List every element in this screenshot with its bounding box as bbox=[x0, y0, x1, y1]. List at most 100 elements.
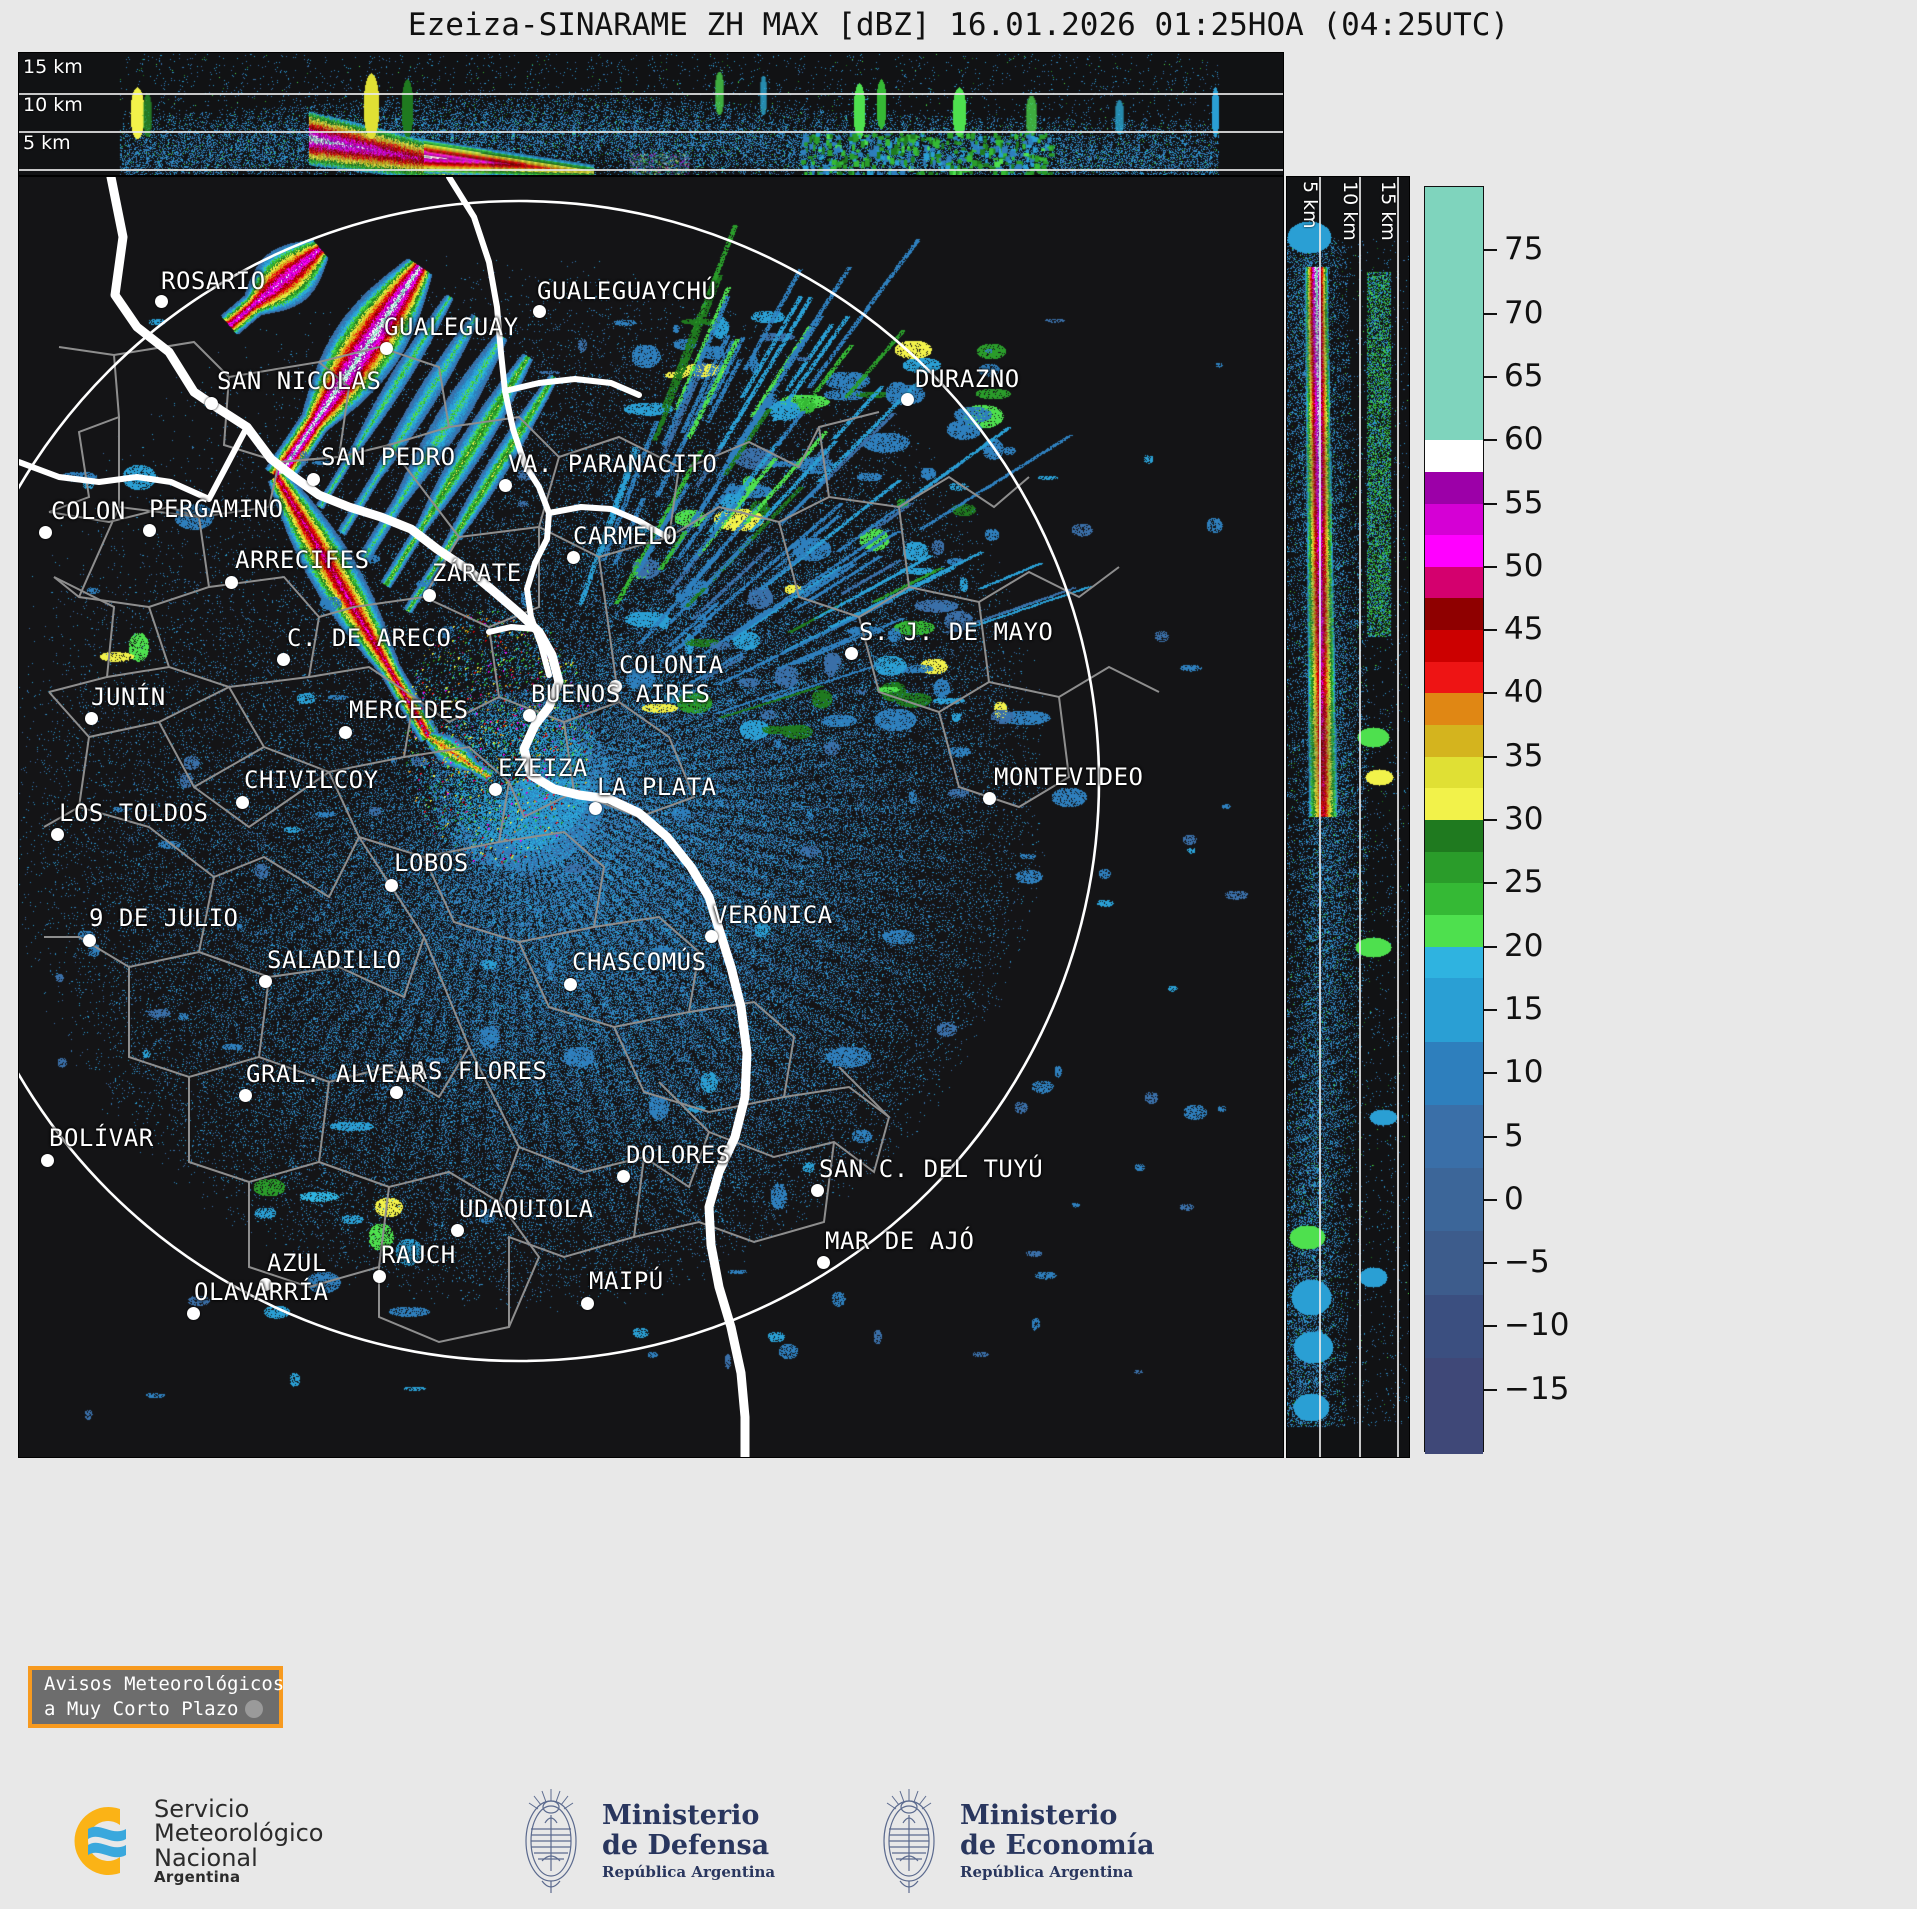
xsecr-label-10km: 10 km bbox=[1339, 181, 1361, 241]
defensa-line-1: Ministerio bbox=[602, 1799, 760, 1831]
colorbar-segment bbox=[1425, 598, 1483, 631]
district-boundary bbox=[508, 1156, 645, 1327]
colorbar-segment bbox=[1425, 440, 1483, 473]
radar-map[interactable]: ROSARIO GUALEGUAYCHÚ GUALEGUAY SAN NICOLÁS D… bbox=[18, 176, 1284, 1458]
district-boundary bbox=[106, 666, 170, 678]
colorbar-tick-label: 70 bbox=[1504, 294, 1544, 331]
colorbar-tick-label: 60 bbox=[1504, 421, 1544, 458]
logo-ministerio-defensa: Ministerio de Defensa República Argentin… bbox=[512, 1785, 775, 1897]
district-boundary bbox=[44, 876, 215, 969]
district-boundary bbox=[423, 527, 540, 629]
colorbar-tick bbox=[1484, 755, 1497, 758]
city-marker-dot bbox=[390, 1086, 403, 1099]
badge-status-dot bbox=[245, 1700, 263, 1718]
colorbar-tick bbox=[1484, 1325, 1497, 1328]
district-boundary bbox=[158, 721, 265, 789]
colorbar-tick bbox=[1484, 312, 1497, 315]
badge-line-1: Avisos Meteorológicos bbox=[44, 1673, 285, 1695]
district-boundary bbox=[193, 771, 330, 829]
district-boundary bbox=[668, 426, 831, 538]
city-marker-dot bbox=[609, 680, 622, 693]
xsecr-gridline-15km bbox=[1397, 177, 1399, 1457]
city-marker-dot bbox=[236, 796, 249, 809]
city-marker-dot bbox=[225, 576, 238, 589]
colorbar-segment bbox=[1425, 725, 1483, 758]
economia-line-3: República Argentina bbox=[960, 1863, 1134, 1882]
logo-smn: Servicio Meteorológico Nacional Argentin… bbox=[58, 1793, 324, 1889]
district-boundary bbox=[783, 1085, 890, 1118]
city-marker-dot bbox=[617, 1170, 630, 1183]
colorbar-segment bbox=[1425, 503, 1483, 536]
xsecr-label-15km: 15 km bbox=[1377, 181, 1399, 241]
district-boundary bbox=[708, 1066, 891, 1174]
colorbar-segment bbox=[1425, 851, 1483, 884]
district-boundary bbox=[128, 967, 270, 1079]
colorbar-tick bbox=[1484, 1072, 1497, 1075]
city-marker-dot bbox=[307, 473, 320, 486]
city-marker-dot bbox=[564, 978, 577, 991]
colorbar-segment bbox=[1425, 946, 1483, 979]
city-marker-dot bbox=[901, 393, 914, 406]
city-marker-dot bbox=[277, 653, 290, 666]
district-boundary bbox=[258, 936, 471, 1099]
colorbar-segment bbox=[1425, 630, 1483, 663]
district-boundary bbox=[228, 360, 351, 463]
colorbar-tick-label: 45 bbox=[1504, 611, 1544, 648]
colorbar: 75 70 65 60 55 50 45 40 35 30 25 20 15 10 5 0 −5 −10 −15 bbox=[1424, 186, 1569, 1454]
district-boundary bbox=[48, 346, 121, 513]
district-boundary bbox=[318, 1046, 521, 1204]
district-boundary bbox=[248, 1182, 390, 1289]
city-marker-dot bbox=[155, 295, 168, 308]
city-marker-dot bbox=[85, 712, 98, 725]
xsec-label-15km: 15 km bbox=[23, 56, 83, 78]
colorbar-segment bbox=[1425, 1231, 1483, 1296]
city-marker-dot bbox=[83, 934, 96, 947]
district-boundary bbox=[508, 721, 576, 819]
colorbar-tick bbox=[1484, 502, 1497, 505]
district-boundary bbox=[413, 626, 501, 724]
river-coastline bbox=[19, 424, 250, 502]
district-boundary bbox=[78, 806, 360, 899]
xsecr-gridline-5km bbox=[1319, 177, 1321, 1457]
district-boundary bbox=[148, 575, 321, 689]
city-marker-dot bbox=[523, 709, 536, 722]
city-marker-dot bbox=[817, 1256, 830, 1269]
colorbar-segment bbox=[1425, 535, 1483, 568]
district-boundary bbox=[278, 456, 340, 463]
colorbar-tick bbox=[1484, 1008, 1497, 1011]
colorbar-segment bbox=[1425, 914, 1483, 948]
colorbar-tick-label: −10 bbox=[1504, 1307, 1570, 1344]
smn-line-1: Servicio bbox=[154, 1794, 250, 1823]
colorbar-segment bbox=[1425, 661, 1483, 694]
district-boundary bbox=[88, 686, 230, 738]
city-marker-dot bbox=[51, 828, 64, 841]
smn-logo-icon bbox=[74, 1807, 126, 1875]
city-marker-dot bbox=[143, 524, 156, 537]
district-boundary bbox=[908, 566, 1120, 604]
page-title: Ezeiza-SINARAME ZH MAX [dBZ] 16.01.2026 … bbox=[407, 7, 1510, 43]
colorbar-segment bbox=[1425, 1168, 1483, 1233]
economia-line-2: de Economía bbox=[960, 1830, 1155, 1862]
weather-warning-badge[interactable]: Avisos Meteorológicos a Muy Corto Plazo bbox=[28, 1666, 285, 1728]
colorbar-tick bbox=[1484, 1135, 1497, 1138]
district-boundary bbox=[633, 1141, 835, 1244]
colorbar-tick bbox=[1484, 375, 1497, 378]
xsec-gridline-10km bbox=[19, 131, 1283, 133]
colorbar-tick-label: 30 bbox=[1504, 801, 1544, 837]
colorbar-tick bbox=[1484, 629, 1497, 632]
colorbar-tick-label: 65 bbox=[1504, 357, 1544, 394]
district-boundary bbox=[328, 745, 511, 859]
district-boundary bbox=[778, 506, 911, 619]
colorbar-segment bbox=[1425, 756, 1483, 789]
district-boundary bbox=[43, 691, 91, 828]
smn-line-3: Nacional bbox=[154, 1843, 258, 1872]
colorbar-tick bbox=[1484, 692, 1497, 695]
city-marker-dot bbox=[239, 1089, 252, 1102]
district-boundary bbox=[828, 475, 1030, 509]
colorbar-segment bbox=[1425, 820, 1483, 853]
range-ring bbox=[19, 199, 1101, 1363]
argentina-coat-of-arms-icon bbox=[525, 1789, 577, 1893]
map-vector-overlay bbox=[19, 177, 1160, 1457]
river-coastline bbox=[546, 504, 670, 540]
colorbar-tick bbox=[1484, 1388, 1497, 1391]
